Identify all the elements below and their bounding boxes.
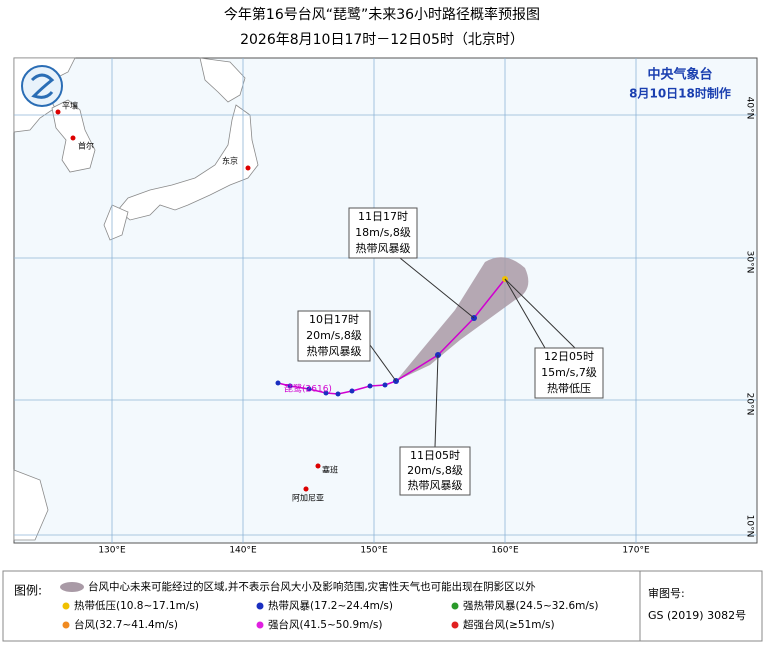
legend-text: 强台风(41.5~50.9m/s) xyxy=(268,618,383,631)
subtitle: 2026年8月10日17时－12日05时（北京时） xyxy=(240,32,524,48)
city: 塞班 xyxy=(322,465,338,475)
review-number: GS (2019) 3082号 xyxy=(648,609,746,622)
callout-text: 18m/s,8级 xyxy=(355,226,411,239)
legend-text: 台风(32.7~41.4m/s) xyxy=(74,618,178,631)
callout-text: 15m/s,7级 xyxy=(541,366,597,379)
lat-label: 10°N xyxy=(745,515,755,538)
agency: 中央气象台 xyxy=(647,67,712,83)
review-label: 审图号: xyxy=(648,586,685,600)
callout-text: 11日05时 xyxy=(410,449,460,462)
lon-label: 140°E xyxy=(229,546,257,556)
map-frame xyxy=(13,57,758,544)
legend-text: 热带低压(10.8~17.1m/s) xyxy=(74,599,199,612)
graticule xyxy=(14,58,757,543)
cities: 平壤 首尔 东京 塞班 阿加尼亚 xyxy=(55,101,338,503)
issued: 8月10日18时制作 xyxy=(629,86,731,101)
callout-text: 20m/s,8级 xyxy=(407,464,463,477)
title: 今年第16号台风“琵鹭”未来36小时路径概率预报图 xyxy=(224,6,540,23)
city: 平壤 xyxy=(62,101,78,111)
callout-text: 20m/s,8级 xyxy=(306,329,362,342)
legend-title: 图例: xyxy=(14,584,42,598)
callout-text: 热带风暴级 xyxy=(307,345,362,358)
callout-text: 热带低压 xyxy=(547,382,591,395)
typhoon-label: 琵鹭(2616) xyxy=(284,384,332,395)
callouts: 11日17时 18m/s,8级 热带风暴级 10日17时 20m/s,8级 热带… xyxy=(297,207,604,496)
lon-label: 160°E xyxy=(491,546,519,556)
callout-text: 12日05时 xyxy=(544,350,594,363)
probability-cone xyxy=(396,257,529,381)
legend-text: 热带风暴(17.2~24.4m/s) xyxy=(268,599,393,612)
lon-label: 130°E xyxy=(98,546,126,556)
lat-label: 40°N xyxy=(745,97,755,120)
callout-text: 热带风暴级 xyxy=(356,242,411,255)
legend-text: 台风中心未来可能经过的区域,并不表示台风大小及影响范围,灾害性天气也可能出现在阴… xyxy=(88,580,536,593)
callout-text: 热带风暴级 xyxy=(408,479,463,492)
callout-text: 11日17时 xyxy=(358,210,408,223)
lat-label: 30°N xyxy=(745,251,755,274)
logo xyxy=(21,65,63,107)
city: 阿加尼亚 xyxy=(292,493,324,503)
legend-text: 超强台风(≥51m/s) xyxy=(463,618,555,631)
legend-text: 强热带风暴(24.5~32.6m/s) xyxy=(463,599,599,612)
lat-label: 20°N xyxy=(745,393,755,416)
legend-frame xyxy=(2,570,763,642)
lon-label: 170°E xyxy=(622,546,650,556)
legend: 图例: 台风中心未来可能经过的区域,并不表示台风大小及影响范围,灾害性天气也可能… xyxy=(2,570,763,642)
city: 首尔 xyxy=(78,141,94,151)
city: 东京 xyxy=(222,156,238,166)
callout-text: 10日17时 xyxy=(309,313,359,326)
forecast-track xyxy=(395,278,506,382)
map: 130°E 140°E 150°E 160°E 170°E 40°N 30°N … xyxy=(13,57,758,556)
lon-label: 150°E xyxy=(360,546,388,556)
